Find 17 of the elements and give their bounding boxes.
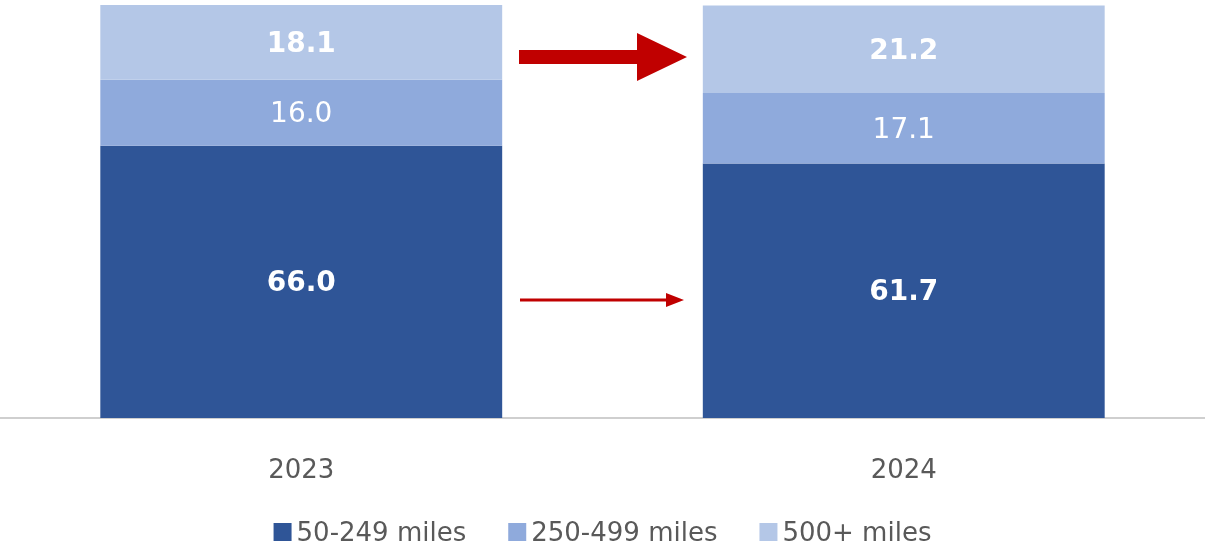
data-label: 21.2 — [869, 32, 939, 66]
bar — [100, 145, 503, 418]
data-label: 16.0 — [270, 96, 333, 130]
legend-label: 250-499 miles — [531, 517, 718, 547]
data-label: 17.1 — [872, 111, 935, 145]
bar — [100, 79, 503, 146]
legend-label: 500+ miles — [782, 517, 932, 547]
bar — [702, 163, 1105, 418]
bar — [100, 5, 503, 80]
bar — [702, 5, 1105, 93]
legend-label: 50-249 miles — [296, 517, 467, 547]
data-label: 66.0 — [266, 265, 336, 299]
x-tick-label: 2024 — [870, 454, 937, 484]
data-label: 18.1 — [266, 25, 336, 59]
bar — [702, 92, 1105, 164]
x-tick-label: 2023 — [268, 454, 335, 484]
data-label: 61.7 — [869, 274, 939, 308]
